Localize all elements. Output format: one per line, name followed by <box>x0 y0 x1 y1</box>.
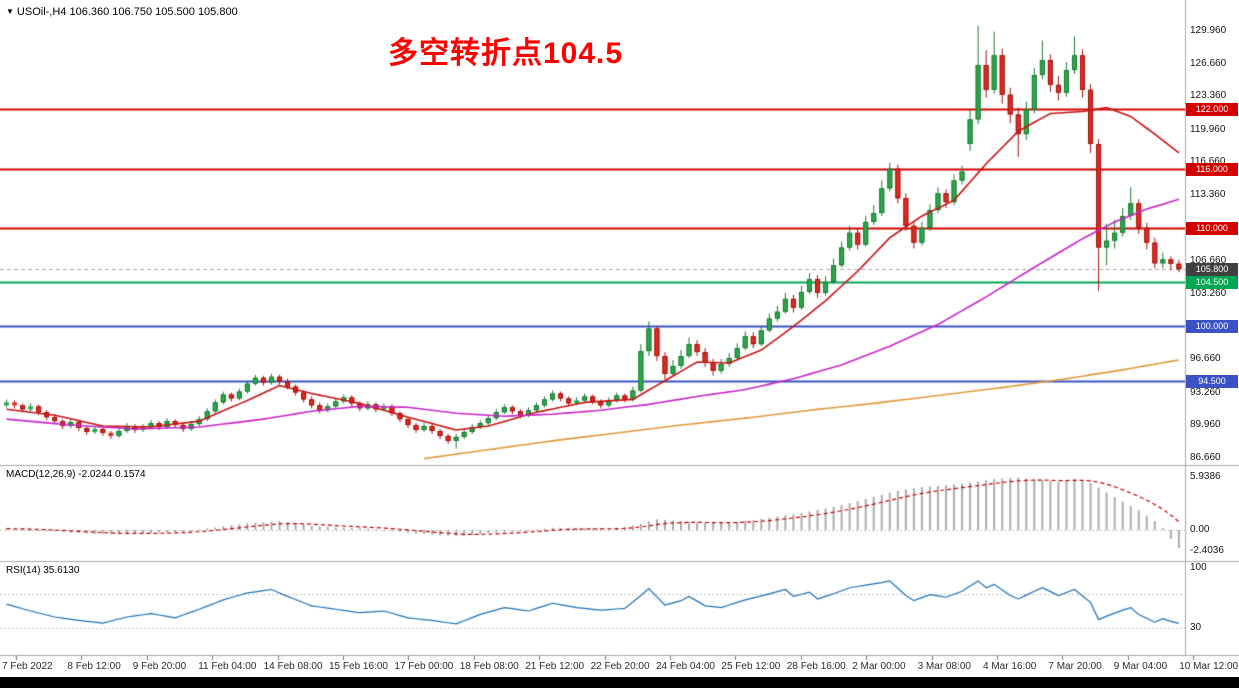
price-axis-label: 93.260 <box>1190 386 1221 398</box>
rsi-indicator-label: RSI(14) 35.6130 <box>6 565 80 576</box>
hline-price-tag[interactable]: 110.000 <box>1186 221 1238 235</box>
time-axis-label: 21 Feb 12:00 <box>525 661 585 672</box>
rsi-axis-label: 30 <box>1190 622 1202 634</box>
time-axis-label: 2 Mar 00:00 <box>852 661 906 672</box>
time-axis-label: 3 Mar 08:00 <box>917 661 971 672</box>
time-axis-label: 15 Feb 16:00 <box>329 661 388 672</box>
time-axis-label: 14 Feb 08:00 <box>263 661 323 672</box>
time-axis-label: 18 Feb 08:00 <box>459 661 519 672</box>
time-axis-label: 4 Mar 16:00 <box>983 661 1037 672</box>
macd-axis-label: 0.00 <box>1190 524 1210 535</box>
price-axis-label: 106.660 <box>1190 254 1227 266</box>
macd-axis-label: -2.4036 <box>1190 545 1224 557</box>
macd-indicator-label: MACD(12,26,9) -2.0244 0.1574 <box>6 469 146 480</box>
hline-price-tag[interactable]: 100.000 <box>1186 320 1238 334</box>
time-axis-label: 9 Feb 20:00 <box>132 661 187 672</box>
symbol-header: ▼ USOil-,H4 106.360 106.750 105.500 105.8… <box>6 6 238 18</box>
hline-price-tag[interactable]: 104.500 <box>1186 276 1238 290</box>
current-price-tag[interactable]: 105.800 <box>1186 263 1238 277</box>
time-axis-label: 7 Mar 20:00 <box>1048 661 1102 672</box>
hline-price-tag[interactable]: 94.500 <box>1186 374 1238 388</box>
hline-price-tag[interactable]: 122.000 <box>1186 103 1238 117</box>
time-axis-label: 7 Feb 2022 <box>2 661 53 672</box>
price-axis-label: 86.660 <box>1190 452 1221 463</box>
price-axis-label: 116.660 <box>1190 156 1226 168</box>
price-axis-label: 96.660 <box>1190 353 1221 365</box>
bottom-black-bar <box>0 677 1239 688</box>
hline-price-tag[interactable]: 116.000 <box>1186 162 1238 176</box>
time-axis[interactable]: 7 Feb 2022 8 Feb 12:00 9 Feb 20:00 11 Feb 0… <box>0 656 1239 677</box>
time-axis-label: 24 Feb 04:00 <box>656 661 715 672</box>
collapse-arrow-icon[interactable]: ▼ <box>6 7 14 16</box>
time-axis-label: 11 Feb 04:00 <box>198 661 257 672</box>
time-axis-label: 25 Feb 12:00 <box>721 661 781 672</box>
time-axis-label: 22 Feb 20:00 <box>590 661 650 672</box>
time-axis-label: 10 Mar 12:00 <box>1179 661 1239 672</box>
symbol-ohlc-text: USOil-,H4 106.360 106.750 105.500 105.80… <box>16 6 238 18</box>
price-axis-label: 129.960 <box>1190 25 1227 36</box>
price-axis-label: 89.960 <box>1190 419 1221 431</box>
time-axis-label: 8 Feb 12:00 <box>67 661 121 672</box>
time-axis-label: 28 Feb 16:00 <box>786 661 846 672</box>
price-axis-label: 126.660 <box>1190 57 1227 69</box>
price-axis-label: 123.360 <box>1190 90 1227 102</box>
time-axis-label: 17 Feb 00:00 <box>394 661 454 672</box>
rsi-axis-label: 100 <box>1190 562 1207 573</box>
price-axis-label: 113.360 <box>1190 188 1226 200</box>
chart-annotation-text: 多空转折点104.5 <box>388 37 624 70</box>
macd-axis-label: 5.9386 <box>1190 470 1221 482</box>
price-axis-label: 119.960 <box>1190 123 1226 135</box>
time-axis-label: 9 Mar 04:00 <box>1113 661 1168 672</box>
price-axis-label: 103.260 <box>1190 288 1227 300</box>
